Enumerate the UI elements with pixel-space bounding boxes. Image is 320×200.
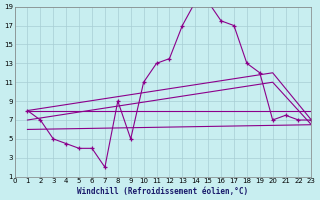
X-axis label: Windchill (Refroidissement éolien,°C): Windchill (Refroidissement éolien,°C) bbox=[77, 187, 249, 196]
